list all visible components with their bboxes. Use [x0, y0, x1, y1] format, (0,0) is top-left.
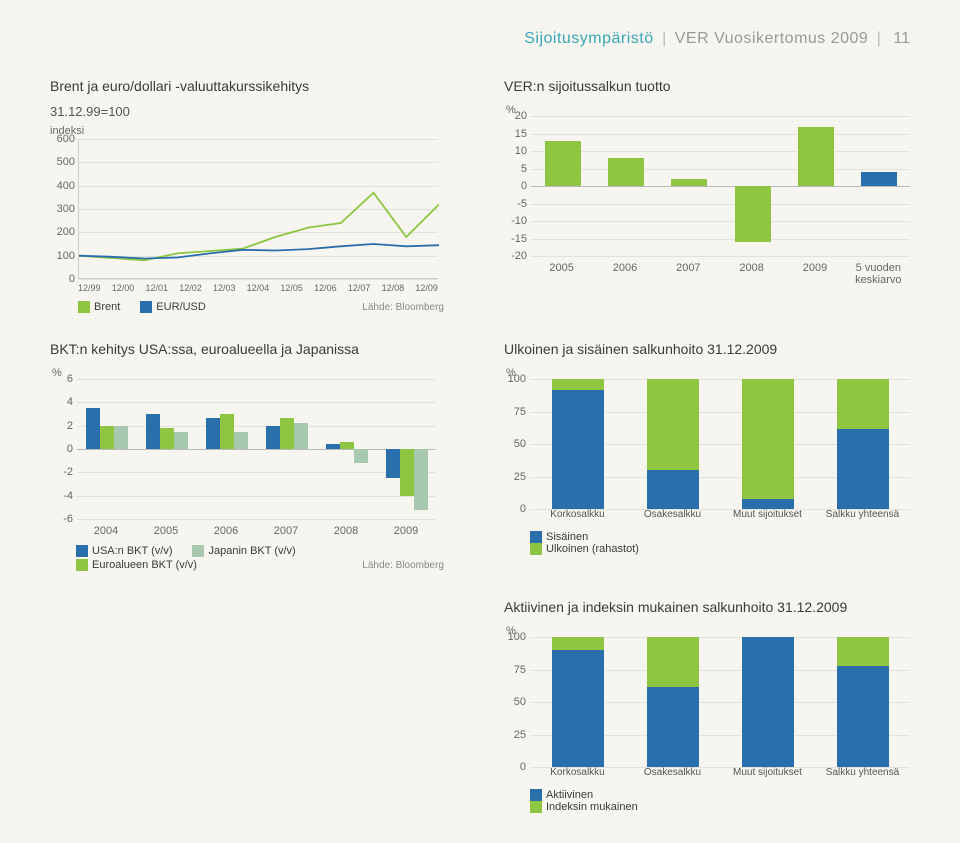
header-title: VER Vuosikertomus 2009: [675, 30, 869, 47]
ver-plot-area: -20-15-10-505101520: [530, 116, 910, 256]
gdp-chart: BKT:n kehitys USA:ssa, euroalueella ja J…: [50, 341, 444, 571]
header-page: 11: [889, 30, 910, 47]
ver-return-chart: VER:n sijoitussalkun tuotto % -20-15-10-…: [504, 78, 910, 313]
page-header: Sijoitusympäristö | VER Vuosikertomus 20…: [50, 30, 910, 48]
alloc-ext-chart: Ulkoinen ja sisäinen salkunhoito 31.12.2…: [504, 341, 910, 571]
gdp-plot-area: -6-4-20246: [76, 379, 436, 519]
brent-chart: Brent ja euro/dollari -valuuttakurssikeh…: [50, 78, 444, 313]
alloc-act-plot-area: 0255075100: [530, 637, 910, 767]
brent-plot-area: 0100200300400500600: [78, 139, 438, 279]
header-category: Sijoitusympäristö: [524, 30, 653, 47]
alloc-ext-plot-area: 0255075100: [530, 379, 910, 509]
alloc-act-chart: Aktiivinen ja indeksin mukainen salkunho…: [504, 599, 910, 813]
